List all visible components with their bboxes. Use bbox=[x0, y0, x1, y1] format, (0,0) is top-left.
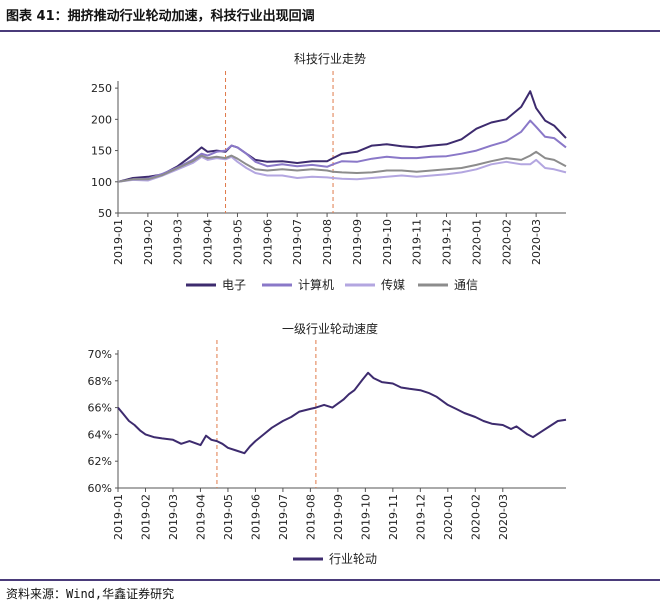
chart-title: 科技行业走势 bbox=[294, 52, 366, 66]
y-tick-label: 60% bbox=[88, 482, 112, 495]
y-tick-label: 66% bbox=[88, 402, 112, 415]
x-tick-label: 2020-02 bbox=[469, 494, 482, 540]
source-note: 资料来源：Wind,华鑫证券研究 bbox=[6, 587, 175, 601]
y-tick-label: 70% bbox=[88, 348, 112, 361]
y-tick-label: 150 bbox=[91, 145, 112, 158]
series-line bbox=[117, 155, 567, 183]
series-line bbox=[117, 371, 567, 455]
x-tick-label: 2019-04 bbox=[194, 494, 207, 540]
x-tick-label: 2019-07 bbox=[277, 494, 290, 540]
series-line bbox=[117, 90, 567, 183]
x-tick-label: 2019-09 bbox=[351, 219, 364, 265]
x-tick-label: 2019-03 bbox=[167, 494, 180, 540]
tech-sector-trend-chart: 科技行业走势 50 100 150 200 250 2019-01 2019-02 2019-… bbox=[91, 52, 567, 292]
y-tick-label: 50 bbox=[98, 207, 112, 220]
x-tick-label: 2019-09 bbox=[332, 494, 345, 540]
x-tick-label: 2020-02 bbox=[500, 219, 513, 265]
legend-label: 行业轮动 bbox=[329, 552, 377, 566]
x-tick-label: 2019-06 bbox=[249, 494, 262, 540]
x-tick-label: 2019-05 bbox=[222, 494, 235, 540]
legend-label: 计算机 bbox=[298, 277, 334, 292]
x-tick-label: 2019-10 bbox=[381, 219, 394, 265]
top-rule bbox=[0, 30, 660, 32]
legend-label: 通信 bbox=[454, 278, 478, 292]
x-tick-label: 2019-01 bbox=[112, 494, 125, 540]
x-tick-label: 2020-03 bbox=[497, 494, 510, 540]
x-tick-label: 2019-05 bbox=[231, 219, 244, 265]
legend-label: 传媒 bbox=[381, 277, 405, 292]
x-tick-label: 2019-12 bbox=[414, 494, 427, 540]
y-tick-label: 100 bbox=[91, 176, 112, 189]
x-tick-label: 2019-02 bbox=[142, 219, 155, 265]
x-tick-label: 2019-10 bbox=[359, 494, 372, 540]
chart-title: 一级行业轮动速度 bbox=[282, 321, 378, 336]
legend-label: 电子 bbox=[222, 278, 246, 292]
x-tick-label: 2019-08 bbox=[321, 219, 334, 265]
figure-title: 图表 41：拥挤推动行业轮动加速，科技行业出现回调 bbox=[6, 9, 315, 24]
x-tick-label: 2019-02 bbox=[139, 494, 152, 540]
rotation-speed-chart: 一级行业轮动速度 60% 62% 64% 66% 68% 70% 2019-01 2019-0… bbox=[88, 321, 567, 566]
y-tick-label: 200 bbox=[91, 113, 112, 126]
x-tick-label: 2019-04 bbox=[202, 219, 215, 265]
series-line bbox=[117, 119, 567, 183]
x-tick-label: 2019-12 bbox=[441, 219, 454, 265]
x-tick-label: 2019-11 bbox=[411, 219, 424, 265]
y-tick-label: 64% bbox=[88, 428, 112, 441]
x-tick-label: 2019-03 bbox=[172, 219, 185, 265]
x-tick-label: 2020-01 bbox=[442, 494, 455, 540]
x-tick-label: 2019-07 bbox=[291, 219, 304, 265]
y-tick-label: 250 bbox=[91, 82, 112, 95]
x-tick-label: 2020-03 bbox=[530, 219, 543, 265]
y-tick-label: 62% bbox=[88, 455, 112, 468]
series-line bbox=[117, 150, 567, 183]
x-tick-label: 2019-11 bbox=[387, 494, 400, 540]
x-tick-label: 2020-01 bbox=[470, 219, 483, 265]
x-tick-label: 2019-08 bbox=[304, 494, 317, 540]
x-tick-label: 2019-06 bbox=[261, 219, 274, 265]
x-tick-label: 2019-01 bbox=[112, 219, 125, 265]
bottom-rule bbox=[0, 579, 660, 581]
y-tick-label: 68% bbox=[88, 375, 112, 388]
